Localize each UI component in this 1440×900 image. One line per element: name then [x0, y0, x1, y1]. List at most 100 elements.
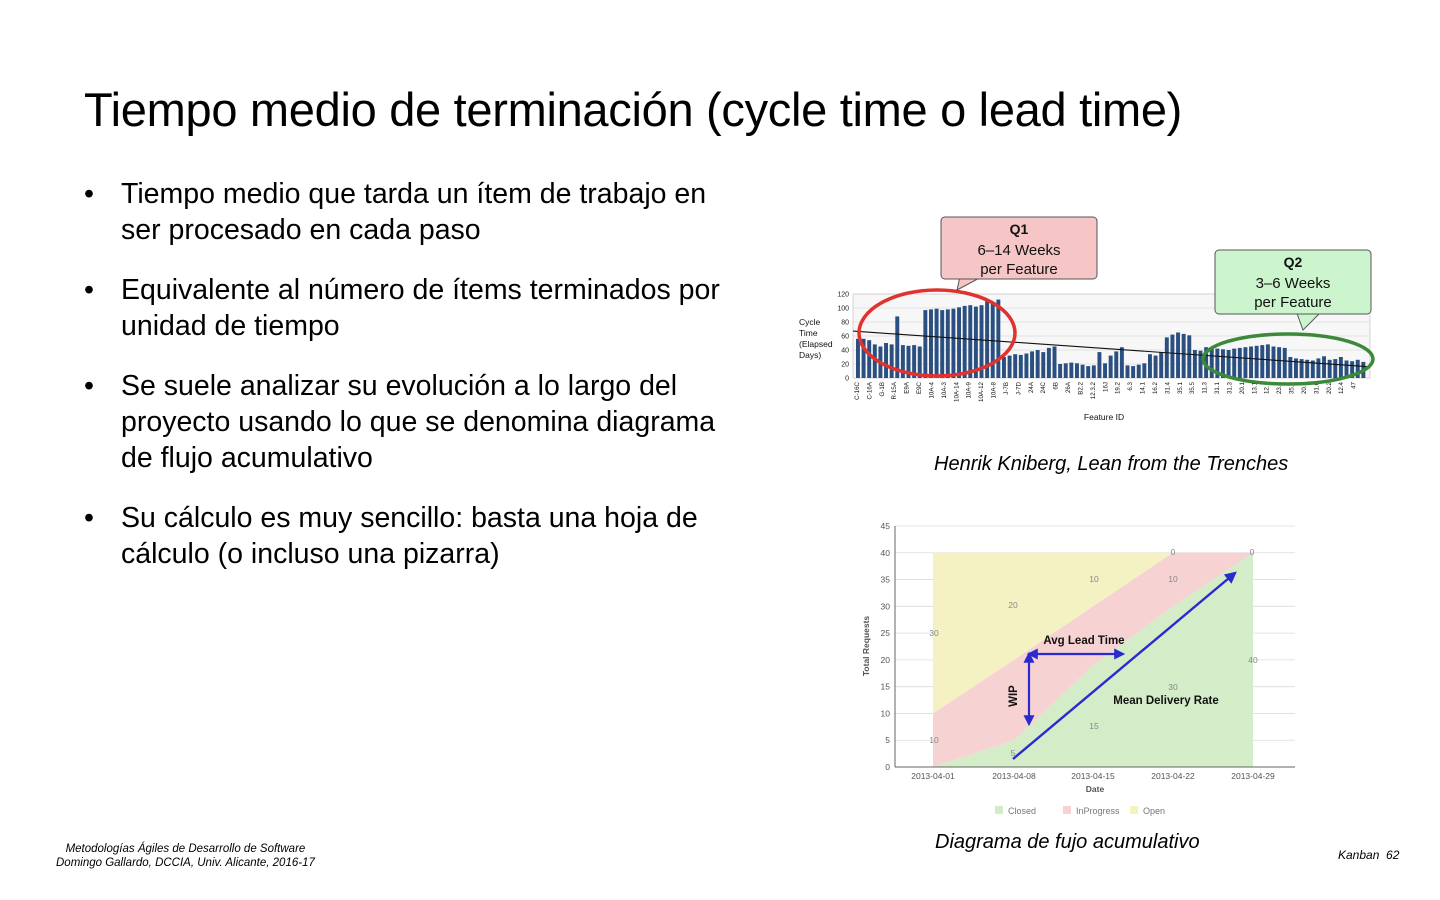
y-tick-label: 80 — [841, 320, 849, 327]
bar — [1310, 360, 1315, 378]
bar — [884, 343, 889, 378]
x-tick-label: 20.2 — [1326, 381, 1333, 394]
y-tick-label: 40 — [841, 348, 849, 355]
bar — [945, 309, 950, 378]
bullet-item: • Se suele analizar su evolución a lo lar… — [84, 368, 724, 476]
lead-time-label: Avg Lead Time — [1043, 635, 1124, 647]
bar — [1063, 363, 1068, 378]
x-tick-label: 10A-12 — [978, 381, 985, 402]
legend-label: Closed — [1008, 806, 1036, 816]
x-tick-label: 12.4 — [1338, 381, 1345, 394]
bar — [1237, 347, 1242, 378]
bar — [1046, 347, 1051, 378]
bar — [1254, 345, 1259, 378]
x-tick-label: 35.3 — [1289, 381, 1296, 394]
bar — [1136, 364, 1141, 378]
bar — [929, 309, 933, 378]
bullet-text: Su cálculo es muy sencillo: basta una ho… — [121, 502, 698, 570]
inprogress-area — [933, 552, 1253, 767]
x-tick-label: 13.1 — [1251, 381, 1258, 394]
open-value-label: 0 — [1171, 547, 1176, 557]
bullet-text: Tiempo medio que tarda un ítem de trabaj… — [121, 178, 707, 246]
footer-section: Kanban — [1338, 848, 1380, 862]
bar — [934, 308, 939, 378]
bar — [968, 305, 973, 378]
x-tick-label: C-16A — [866, 381, 873, 399]
bar — [867, 340, 872, 378]
q1-callout-text: per Feature — [980, 261, 1058, 278]
bar — [1209, 347, 1214, 378]
bar — [1299, 359, 1304, 378]
y-tick-label: 5 — [885, 735, 890, 745]
bar — [1114, 351, 1119, 378]
bar — [1333, 359, 1338, 378]
y-tick-label: 15 — [881, 682, 891, 692]
x-tick-label: 10A-9 — [966, 381, 973, 398]
bar — [1288, 357, 1293, 378]
bar — [1170, 334, 1175, 378]
x-tick-label: 20.1 — [1239, 381, 1246, 394]
bar — [1103, 363, 1108, 378]
y-axis-label: Total Requests — [861, 616, 871, 677]
bar — [1142, 363, 1147, 378]
page-number: 62 — [1386, 848, 1400, 862]
q1-callout-text: 6–14 Weeks — [977, 242, 1060, 259]
x-tick-label: 6.3 — [1127, 381, 1134, 390]
bar — [1080, 364, 1085, 378]
y-axis-label: Cycle — [799, 317, 821, 327]
legend-swatch — [995, 806, 1003, 814]
x-axis-label: Date — [1086, 784, 1105, 794]
bar — [1024, 353, 1029, 378]
bar — [1215, 348, 1220, 378]
y-tick-label: 45 — [881, 521, 891, 531]
bar — [1350, 361, 1355, 378]
x-tick-label: 19.2 — [1115, 381, 1122, 394]
bar — [1159, 352, 1164, 378]
x-tick-label: 10A-3 — [941, 381, 948, 398]
bar — [1153, 355, 1158, 378]
delivery-rate-arrow — [1012, 571, 1237, 760]
page-title: Tiempo medio de terminación (cycle time … — [84, 83, 1183, 136]
x-tick-label: B2.2 — [1077, 381, 1084, 394]
x-tick-label: C-16C — [854, 381, 861, 399]
bar — [940, 310, 945, 378]
x-tick-label: 35.1 — [1177, 381, 1184, 394]
x-tick-label: 24A — [1028, 381, 1035, 393]
bar — [1058, 364, 1063, 378]
bullet-marker: • — [84, 370, 94, 402]
x-tick-label: 31.4 — [1164, 381, 1171, 394]
bar — [1305, 359, 1310, 378]
x-tick-label: 16.2 — [1152, 381, 1159, 394]
x-tick-label: 31.1 — [1214, 381, 1221, 394]
bar — [1271, 346, 1276, 378]
bar — [1344, 360, 1349, 378]
bar — [1075, 363, 1079, 378]
bar — [1221, 349, 1225, 378]
x-tick-label: E9A — [904, 381, 911, 394]
bar — [1119, 347, 1124, 378]
bar — [900, 345, 905, 378]
bar — [1013, 354, 1018, 378]
bar — [951, 308, 956, 378]
bar — [1316, 358, 1321, 378]
bar — [1069, 362, 1074, 378]
y-axis-label: (Elapsed — [799, 339, 833, 349]
bar — [1007, 355, 1012, 378]
bar — [1192, 350, 1197, 378]
bar — [979, 305, 984, 378]
x-tick-label: 20.8 — [1301, 381, 1308, 394]
open-value-label: 30 — [929, 628, 939, 638]
y-tick-label: 20 — [841, 362, 849, 369]
bar — [889, 344, 894, 378]
y-tick-label: 120 — [837, 292, 849, 299]
x-tick-label: 10A-4 — [928, 381, 935, 398]
bullet-marker: • — [84, 502, 94, 534]
bar — [1164, 337, 1169, 378]
bullet-marker: • — [84, 178, 94, 210]
x-tick-label: 2013-04-08 — [992, 771, 1036, 781]
bar — [996, 299, 1001, 378]
y-tick-label: 0 — [885, 762, 890, 772]
y-tick-label: 30 — [881, 601, 891, 611]
bar — [1226, 350, 1231, 378]
bar — [1243, 347, 1248, 378]
